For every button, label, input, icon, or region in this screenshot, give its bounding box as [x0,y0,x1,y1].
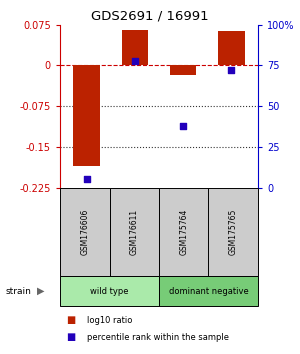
Text: percentile rank within the sample: percentile rank within the sample [87,332,229,342]
Bar [170,65,196,75]
Text: strain: strain [6,287,32,296]
Text: wild type: wild type [90,287,129,296]
Text: GSM175765: GSM175765 [229,209,238,255]
Text: GDS2691 / 16991: GDS2691 / 16991 [91,10,209,22]
Point [84,177,89,182]
Text: ▶: ▶ [37,286,44,296]
Text: ■: ■ [66,315,75,325]
Point [133,58,137,63]
Bar [73,65,100,166]
Bar [122,30,148,65]
Text: GSM175764: GSM175764 [179,209,188,255]
Text: dominant negative: dominant negative [169,287,248,296]
Text: ■: ■ [66,332,75,342]
Text: GSM176611: GSM176611 [130,209,139,255]
Point [181,123,185,129]
Text: log10 ratio: log10 ratio [87,316,132,325]
Text: GSM176606: GSM176606 [80,209,89,255]
Bar [218,31,245,65]
Point [229,68,234,73]
